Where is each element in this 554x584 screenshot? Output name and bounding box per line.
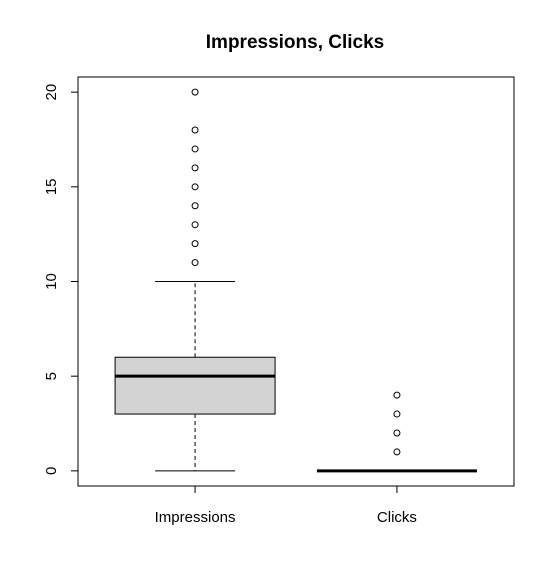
- plot-area: 0 5 10 15 20 Impressions Clicks: [43, 76, 515, 526]
- y-tick-label: 0: [43, 467, 60, 475]
- plot-frame: [77, 76, 515, 487]
- outlier-point: [191, 259, 199, 267]
- y-tick-label: 10: [43, 273, 60, 290]
- outlier-point: [393, 391, 401, 399]
- outlier-point: [191, 202, 199, 210]
- outlier-point: [191, 183, 199, 191]
- outlier-point: [191, 221, 199, 229]
- outlier-point: [191, 88, 199, 96]
- outlier-point: [191, 126, 199, 134]
- y-tick-label: 20: [43, 84, 60, 101]
- iqr-box: [114, 356, 276, 415]
- chart-title: Impressions, Clicks: [206, 32, 384, 53]
- outlier-point: [393, 448, 401, 456]
- outlier-point: [393, 410, 401, 418]
- x-tick-label: Impressions: [155, 509, 236, 526]
- outlier-point: [191, 145, 199, 153]
- outlier-point: [191, 240, 199, 248]
- outlier-point: [191, 164, 199, 172]
- x-tick-label: Clicks: [377, 509, 417, 526]
- outlier-point: [393, 429, 401, 437]
- y-tick-label: 15: [43, 178, 60, 195]
- y-tick-label: 5: [43, 372, 60, 380]
